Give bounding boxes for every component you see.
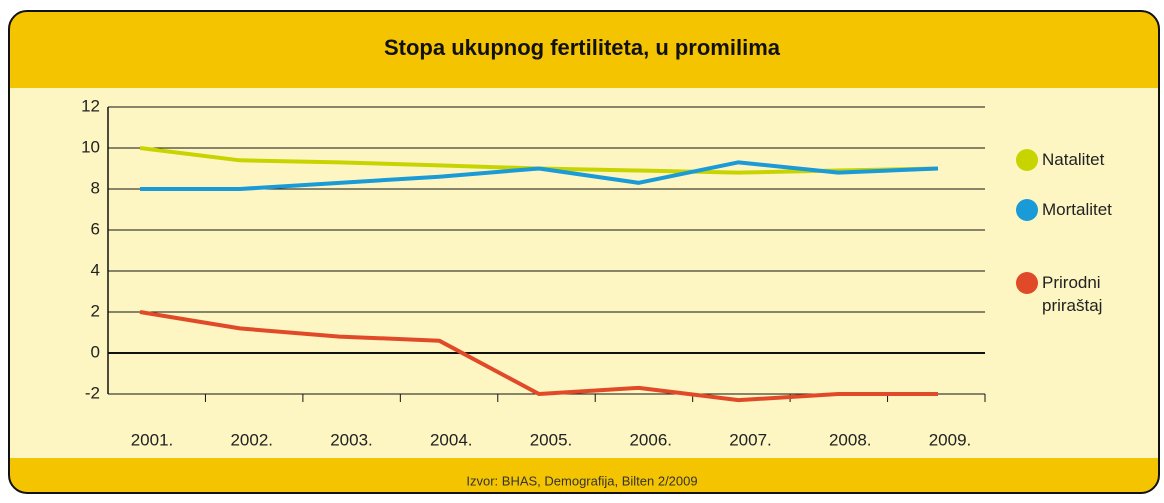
y-tick-label: 4	[91, 260, 100, 279]
legend-marker	[1016, 272, 1038, 294]
y-tick-label: 8	[91, 178, 100, 197]
legend-label: Mortalitet	[1042, 200, 1112, 219]
y-tick-label: 0	[91, 342, 100, 361]
legend-marker	[1016, 199, 1038, 221]
x-tick-label: 2002.	[230, 430, 273, 449]
line-series	[140, 160, 939, 191]
source-note: Izvor: BHAS, Demografija, Bilten 2/2009	[466, 473, 697, 488]
legend-marker	[1016, 149, 1038, 171]
x-tick-label: 2005.	[530, 430, 573, 449]
y-tick-label: 6	[91, 219, 100, 238]
y-tick-label: 2	[91, 301, 100, 320]
y-tick-label: -2	[85, 383, 100, 402]
x-tick-label: 2009.	[929, 430, 972, 449]
y-tick-label: 12	[81, 96, 100, 115]
header-band	[9, 11, 1159, 88]
x-tick-label: 2006.	[629, 430, 672, 449]
line-series	[139, 310, 938, 403]
x-tick-label: 2007.	[729, 430, 772, 449]
footer-band	[9, 458, 1159, 493]
x-tick-label: 2004.	[430, 430, 473, 449]
legend-label: Prirodni priraštaj	[1042, 273, 1103, 315]
x-tick-label: 2008.	[829, 430, 872, 449]
legend-label: Natalitet	[1042, 150, 1105, 169]
y-tick-label: 10	[81, 137, 100, 156]
chart-title: Stopa ukupnog fertiliteta, u promilima	[384, 35, 781, 60]
frame	[8, 10, 1160, 494]
x-tick-label: 2001.	[131, 430, 174, 449]
plot-background	[9, 11, 1159, 493]
x-tick-label: 2003.	[330, 430, 373, 449]
